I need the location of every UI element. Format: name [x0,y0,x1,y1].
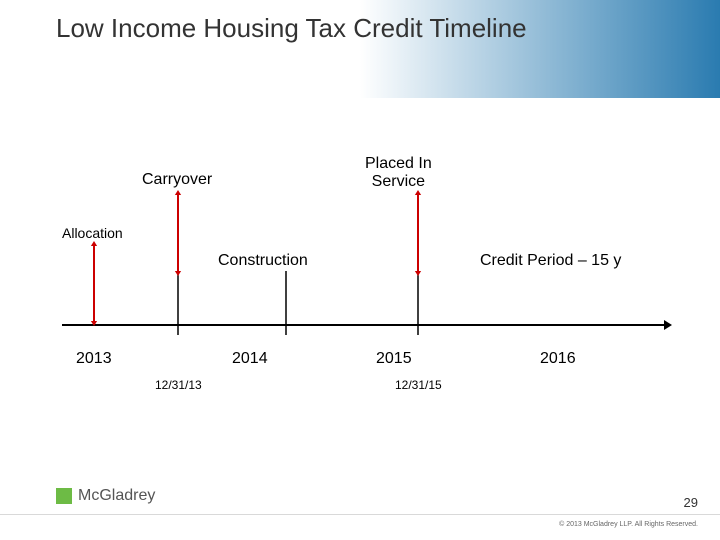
logo: McGladrey [56,487,155,505]
year-label: 2013 [76,350,112,368]
page-number: 29 [684,495,698,510]
year-label: 2015 [376,350,412,368]
date-label: 12/31/13 [155,378,202,392]
logo-mark-icon [56,488,72,504]
timeline-diagram [0,0,720,400]
date-label: 12/31/15 [395,378,442,392]
year-label: 2014 [232,350,268,368]
copyright: © 2013 McGladrey LLP. All Rights Reserve… [559,521,698,528]
footer-rule [0,514,720,515]
year-label: 2016 [540,350,576,368]
logo-text: McGladrey [78,487,155,505]
slide: Low Income Housing Tax Credit Timeline C… [0,0,720,540]
